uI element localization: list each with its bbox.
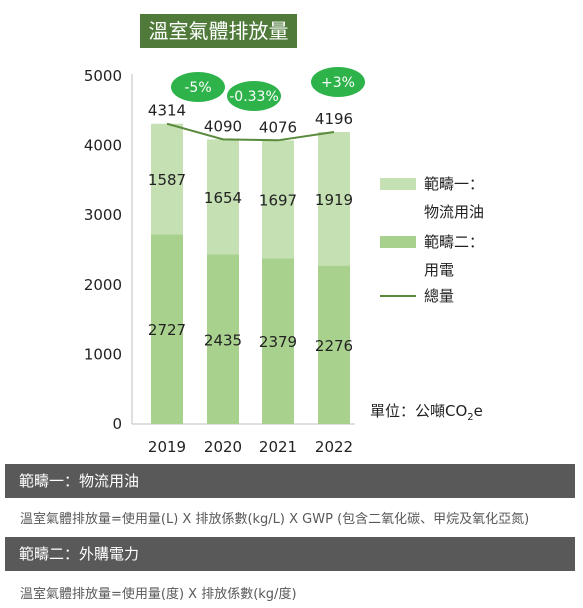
legend-label-scope2-line2: 用電 — [424, 261, 455, 279]
y-tick-label-1000: 1000 — [84, 345, 122, 363]
x-tick-label-2021: 2021 — [259, 438, 297, 456]
formula-scope1: 溫室氣體排放量=使用量(L) X 排放係數(kg/L) X GWP (包含二氧化… — [20, 512, 530, 527]
data-label-scope2-2020: 2435 — [204, 331, 242, 349]
bar-scope2-2021 — [262, 258, 294, 424]
x-tick-label-2019: 2019 — [148, 438, 186, 456]
formula-scope2: 溫室氣體排放量=使用量(度) X 排放係數(kg/度) — [20, 587, 297, 602]
legend-label-scope1-line2: 物流用油 — [424, 203, 485, 221]
change-badge-2 — [311, 67, 365, 97]
bar-scope2-2022 — [318, 265, 350, 424]
legend-label-total: 總量 — [424, 287, 455, 305]
change-badge-1 — [227, 81, 281, 111]
bar-scope1-2019 — [151, 123, 183, 235]
unit-label: 單位：公噸CO2e — [370, 402, 483, 423]
data-label-scope2-2022: 2276 — [315, 337, 353, 355]
section-header-scope1: 範疇一：物流用油 — [5, 464, 575, 498]
legend-swatch-scope2 — [380, 236, 416, 248]
stacked-bar-chart: 0 1000 2000 3000 4000 5000 2019 2727 1587 4314 202… — [84, 67, 365, 456]
data-label-scope1-2021: 1697 — [259, 191, 297, 209]
change-badge-label-1: -0.33% — [229, 89, 279, 105]
data-label-total-2021: 4076 — [259, 118, 297, 136]
y-tick-label-5000: 5000 — [84, 67, 122, 85]
data-label-total-2019: 4314 — [148, 102, 186, 120]
chart-title: 溫室氣體排放量 — [140, 14, 297, 48]
y-tick-label-4000: 4000 — [84, 137, 122, 155]
total-line — [166, 122, 335, 142]
x-tick-label-2022: 2022 — [315, 438, 353, 456]
legend-label-scope1-line1: 範疇一： — [424, 175, 485, 193]
section-header-scope2: 範疇二：外購電力 — [5, 537, 575, 571]
legend-line-total — [380, 295, 416, 297]
data-label-scope1-2019: 1587 — [148, 171, 186, 189]
y-tick-label-3000: 3000 — [84, 206, 122, 224]
data-label-total-2020: 4090 — [204, 117, 242, 135]
data-label-scope2-2019: 2727 — [148, 321, 186, 339]
y-tick-label-2000: 2000 — [84, 276, 122, 294]
bar-scope1-2020 — [207, 139, 239, 255]
bar-scope1-2022 — [318, 132, 350, 266]
bar-scope1-2021 — [262, 140, 294, 259]
bar-scope2-2020 — [207, 254, 239, 424]
data-label-scope1-2020: 1654 — [204, 189, 242, 207]
data-label-scope2-2021: 2379 — [259, 333, 297, 351]
bar-scope2-2019 — [151, 234, 183, 424]
legend-swatch-scope1 — [380, 178, 416, 190]
data-label-total-2022: 4196 — [315, 110, 353, 128]
data-label-scope1-2022: 1919 — [315, 191, 353, 209]
change-badge-label-0: -5% — [184, 80, 211, 96]
legend-label-scope2-line1: 範疇二： — [424, 233, 485, 251]
x-tick-label-2020: 2020 — [204, 438, 242, 456]
y-tick-label-0: 0 — [112, 415, 122, 433]
change-badge-label-2: +3% — [321, 75, 355, 91]
change-badge-0 — [171, 72, 225, 102]
